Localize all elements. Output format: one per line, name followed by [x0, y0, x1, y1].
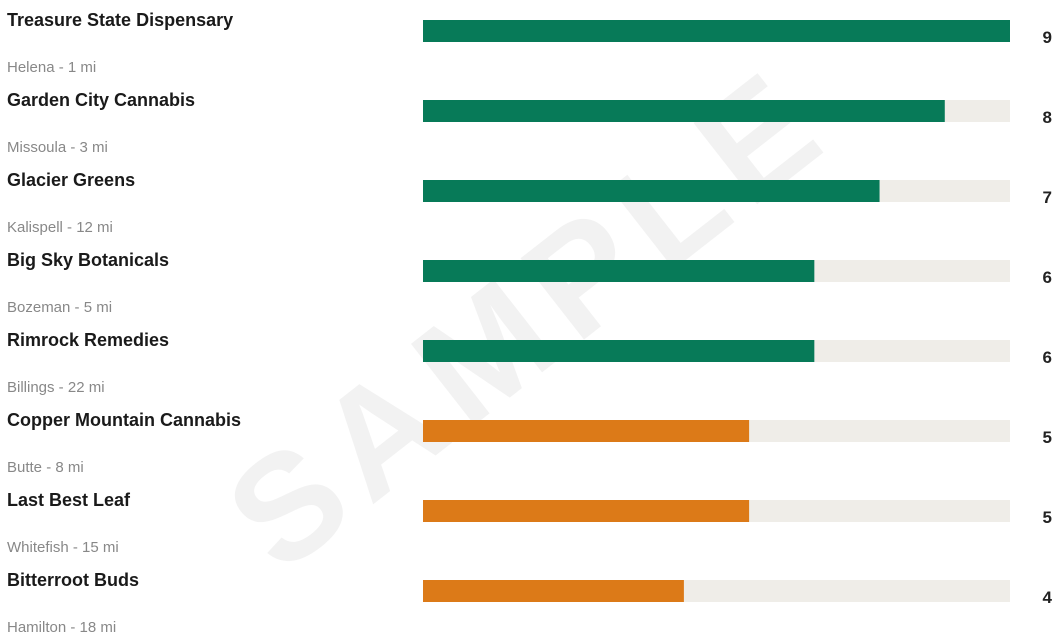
bar: [423, 260, 815, 282]
bar-value-label: 5: [1043, 508, 1052, 527]
chart-row: Rimrock Remedies Billings - 22 mi 6: [7, 330, 1052, 396]
bar-value-label: 5: [1043, 428, 1052, 447]
bar-value-label: 6: [1043, 348, 1052, 367]
bar-value-label: 6: [1043, 268, 1052, 287]
dispensary-location: Kalispell - 12 mi: [7, 219, 113, 236]
bar: [423, 100, 945, 122]
bar: [423, 500, 750, 522]
bar-value-label: 9: [1043, 28, 1052, 47]
dispensary-name: Last Best Leaf: [7, 490, 131, 510]
bar: [423, 20, 1010, 42]
dispensary-name: Garden City Cannabis: [7, 90, 195, 110]
chart-row: Big Sky Botanicals Bozeman - 5 mi 6: [7, 250, 1052, 316]
dispensary-location: Billings - 22 mi: [7, 379, 105, 396]
bar: [423, 340, 815, 362]
dispensary-name: Treasure State Dispensary: [7, 10, 233, 30]
dispensary-location: Whitefish - 15 mi: [7, 539, 119, 556]
bar-value-label: 7: [1043, 188, 1052, 207]
chart-rows: Treasure State Dispensary Helena - 1 mi 9 G…: [7, 10, 1053, 636]
chart-row: Copper Mountain Cannabis Butte - 8 mi 5: [7, 410, 1052, 476]
chart-row: Bitterroot Buds Hamilton - 18 mi 4: [7, 570, 1053, 636]
dispensary-location: Missoula - 3 mi: [7, 139, 108, 156]
chart-row: Treasure State Dispensary Helena - 1 mi 9: [7, 10, 1052, 76]
dispensary-location: Bozeman - 5 mi: [7, 299, 112, 316]
bar: [423, 580, 684, 602]
dispensary-location: Butte - 8 mi: [7, 459, 84, 476]
bar: [423, 420, 750, 442]
dispensary-name: Rimrock Remedies: [7, 330, 169, 350]
dispensary-name: Copper Mountain Cannabis: [7, 410, 241, 430]
chart-row: Glacier Greens Kalispell - 12 mi 7: [7, 170, 1052, 236]
dispensary-name: Big Sky Botanicals: [7, 250, 169, 270]
chart-row: Garden City Cannabis Missoula - 3 mi 8: [7, 90, 1052, 156]
bar-value-label: 4: [1043, 588, 1053, 607]
bar: [423, 180, 880, 202]
dispensary-location: Hamilton - 18 mi: [7, 619, 116, 636]
dispensary-location: Helena - 1 mi: [7, 59, 96, 76]
dispensary-name: Glacier Greens: [7, 170, 135, 190]
bar-value-label: 8: [1043, 108, 1052, 127]
dispensary-name: Bitterroot Buds: [7, 570, 139, 590]
chart-row: Last Best Leaf Whitefish - 15 mi 5: [7, 490, 1052, 556]
